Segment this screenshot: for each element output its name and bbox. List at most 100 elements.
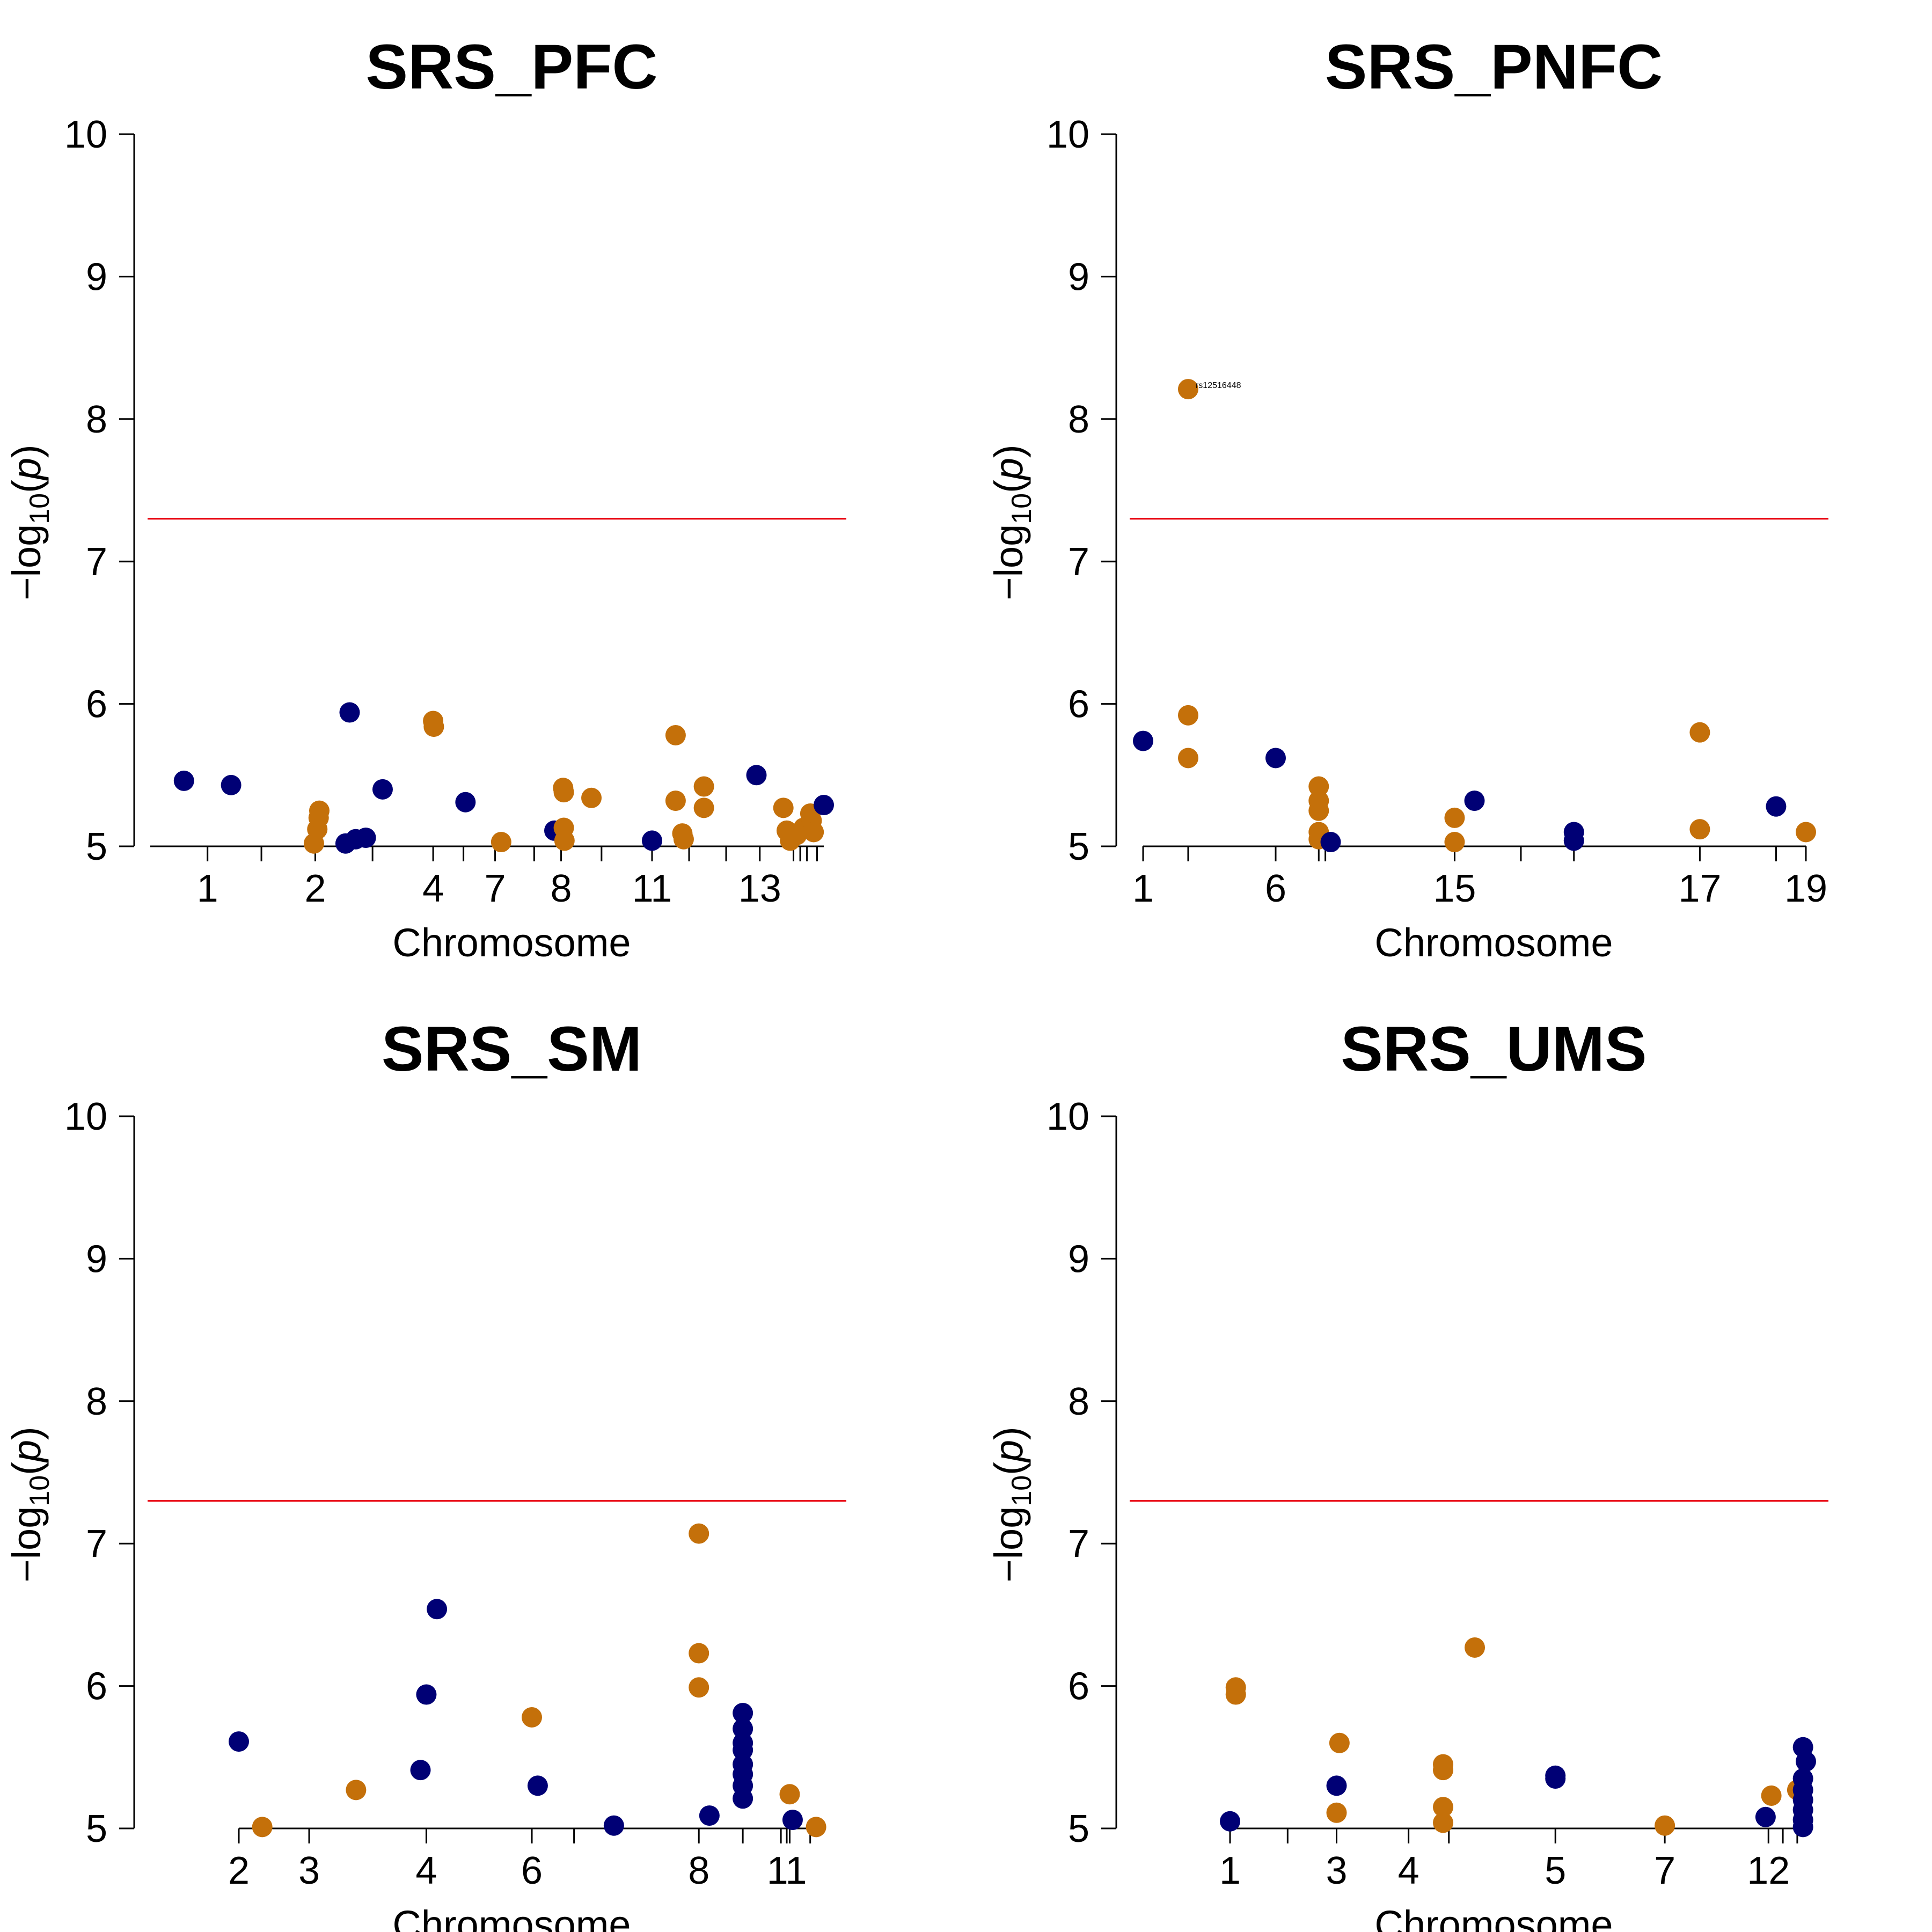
snp-point <box>410 1760 431 1781</box>
snp-point <box>1545 1768 1566 1789</box>
x-tick-label: 7 <box>485 867 506 910</box>
y-tick-label: 9 <box>1068 1238 1089 1280</box>
y-tick-label: 7 <box>1068 540 1089 583</box>
snp-point <box>173 770 194 791</box>
snp-point <box>1177 379 1198 400</box>
y-tick-label: 7 <box>86 1523 107 1565</box>
snp-point <box>1689 722 1710 743</box>
y-tick-label: 5 <box>86 1807 107 1850</box>
snp-point <box>423 716 444 737</box>
y-tick-label: 10 <box>1046 1095 1089 1138</box>
snp-point <box>689 1523 709 1544</box>
snp-point <box>693 776 714 797</box>
snp-point <box>1326 1802 1347 1823</box>
chart-title: SRS_SM <box>382 1014 642 1085</box>
snp-point <box>689 1677 709 1698</box>
snp-point <box>803 822 824 843</box>
snp-point <box>522 1707 542 1728</box>
snp-point <box>733 1718 753 1739</box>
chart-title: SRS_UMS <box>1341 1014 1646 1085</box>
y-tick-label: 5 <box>1068 1807 1089 1850</box>
snp-point <box>581 787 602 808</box>
y-tick-label: 7 <box>86 540 107 583</box>
y-axis-label: −log10(p) <box>4 444 55 600</box>
y-tick-label: 5 <box>1068 825 1089 868</box>
snp-point <box>733 1740 753 1761</box>
snp-point <box>1444 832 1465 853</box>
snp-point <box>252 1817 273 1838</box>
snp-point <box>527 1775 548 1796</box>
snp-point <box>689 1643 709 1664</box>
snp-point <box>733 1703 753 1724</box>
y-tick-label: 7 <box>1068 1523 1089 1565</box>
snp-point <box>1308 800 1329 821</box>
snp-point <box>416 1684 437 1705</box>
snp-point <box>455 792 476 813</box>
y-tick-label: 9 <box>86 255 107 298</box>
snp-point <box>641 830 662 851</box>
snp-point <box>1265 748 1286 769</box>
snp-point <box>1689 819 1710 840</box>
x-tick-label: 4 <box>1398 1849 1419 1892</box>
x-axis-label: Chromosome <box>392 1902 631 1932</box>
snp-point <box>1766 796 1787 817</box>
snp-point <box>1320 832 1341 853</box>
snp-point <box>665 791 686 811</box>
snp-point <box>699 1805 720 1826</box>
x-tick-label: 4 <box>422 867 444 910</box>
snp-point <box>491 832 511 853</box>
panel-srs-sm: SRS_SM 5 6 7 8 9 10 −log10(p) 2 3 4 6 8 11 Chromosome <box>4 1014 846 1932</box>
snp-point <box>782 1810 803 1831</box>
snp-point <box>693 797 714 818</box>
y-tick-label: 6 <box>86 1665 107 1708</box>
snp-point <box>427 1599 448 1620</box>
snp-point <box>1329 1732 1350 1753</box>
y-tick-label: 10 <box>64 1095 107 1138</box>
snp-point <box>1433 1760 1454 1781</box>
x-tick-label: 6 <box>1265 867 1286 910</box>
x-axis-label: Chromosome <box>1374 1902 1613 1932</box>
x-tick-label: 6 <box>521 1849 543 1892</box>
snp-point <box>1177 705 1198 726</box>
snp-point <box>372 779 393 800</box>
y-tick-label: 5 <box>86 825 107 868</box>
snp-point <box>229 1731 249 1752</box>
snp-point <box>1792 1817 1813 1838</box>
snp-point <box>309 800 330 821</box>
snp-point <box>1755 1806 1776 1827</box>
snp-point <box>733 1788 753 1809</box>
panel-srs-ums: SRS_UMS 5 6 7 8 9 10 −log10(p) 1 3 4 5 7 12 Chromosome <box>986 1014 1828 1932</box>
x-tick-label: 12 <box>1747 1849 1790 1892</box>
x-tick-label: 3 <box>298 1849 320 1892</box>
y-tick-label: 8 <box>86 1380 107 1423</box>
x-tick-label: 19 <box>1784 867 1827 910</box>
snp-point <box>1465 1637 1485 1658</box>
snp-point <box>339 702 360 723</box>
snp-point <box>346 1780 367 1801</box>
x-tick-label: 3 <box>1326 1849 1347 1892</box>
x-tick-label: 8 <box>551 867 572 910</box>
snp-point <box>665 724 686 745</box>
y-tick-label: 6 <box>1068 683 1089 726</box>
snp-point <box>553 782 574 803</box>
x-tick-label: 2 <box>228 1849 250 1892</box>
snp-point <box>603 1815 624 1836</box>
x-tick-label: 15 <box>1433 867 1476 910</box>
snp-point <box>1220 1811 1240 1832</box>
chart-title: SRS_PFC <box>365 32 657 103</box>
snp-point <box>814 795 834 816</box>
snp-point <box>1796 822 1816 843</box>
snp-point <box>1655 1815 1675 1836</box>
snp-point <box>1308 776 1329 797</box>
snp-point <box>779 1784 800 1805</box>
snp-point <box>806 1817 826 1838</box>
snp-point <box>773 797 794 818</box>
x-tick-label: 2 <box>304 867 326 910</box>
snp-point <box>1433 1797 1454 1818</box>
x-axis-label: Chromosome <box>392 920 631 965</box>
y-tick-label: 10 <box>1046 113 1089 156</box>
snp-point <box>221 774 241 795</box>
x-tick-label: 4 <box>415 1849 437 1892</box>
